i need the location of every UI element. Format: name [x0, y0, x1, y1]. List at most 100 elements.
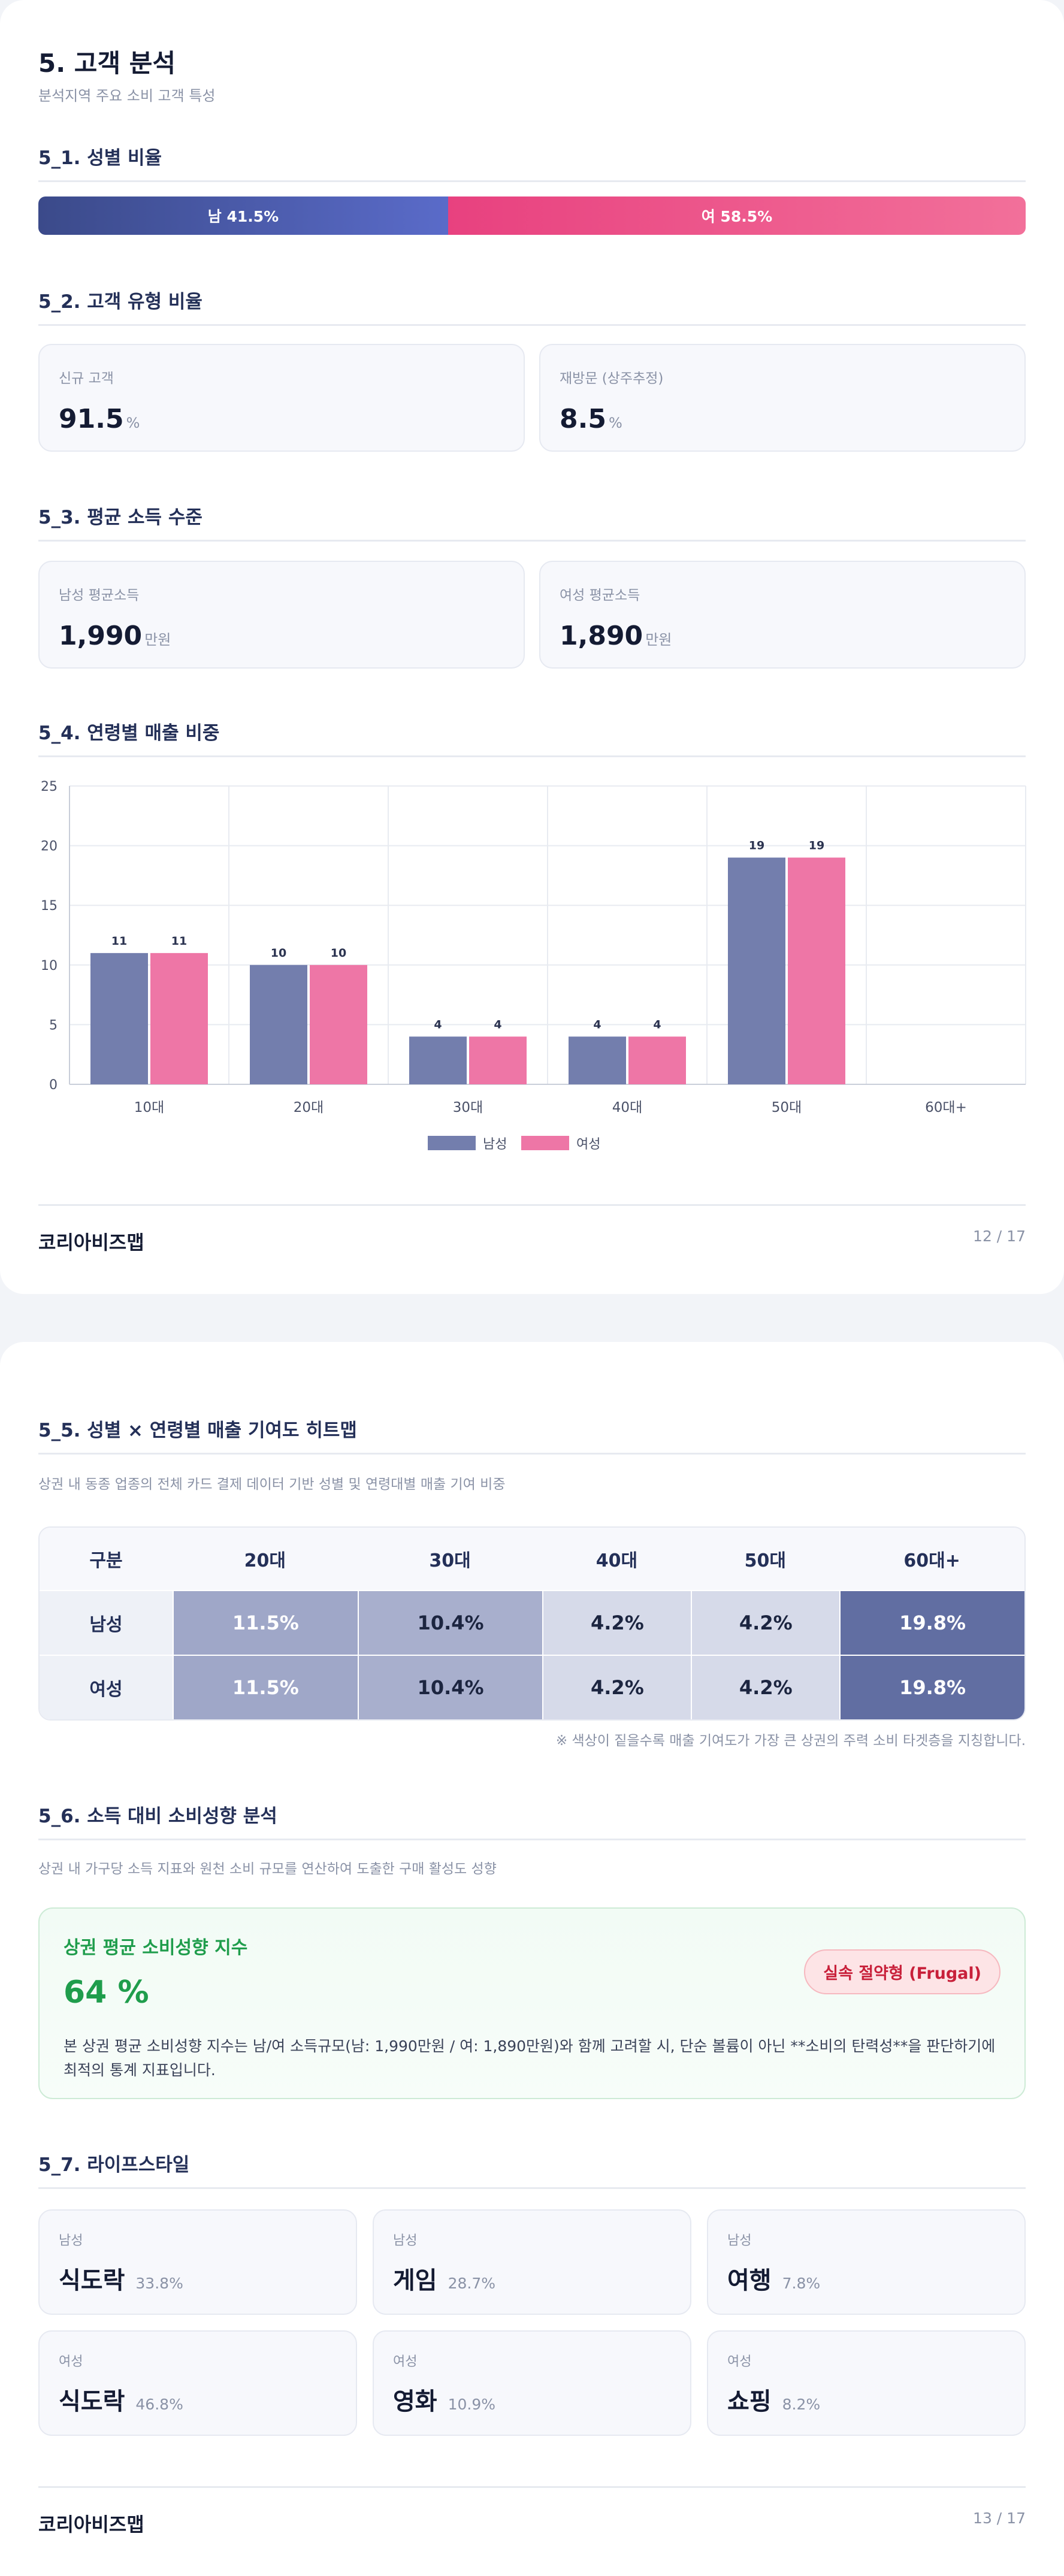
data-label: 10	[331, 947, 346, 960]
data-label: 19	[809, 839, 824, 852]
lifestyle-pct: 33.8%	[135, 2275, 183, 2292]
footer-brand: 코리아비즈맵	[38, 1231, 144, 1254]
lifestyle-pct: 7.8%	[782, 2275, 821, 2292]
bar-male	[250, 965, 307, 1084]
lifestyle-gender: 남성	[393, 2233, 418, 2248]
heatmap-header-cell: 30대	[357, 1528, 543, 1590]
bar-female	[628, 1036, 686, 1084]
bar-female	[788, 857, 845, 1084]
male-income-card: 남성 평균소득 1,990 만원	[38, 561, 525, 669]
y-tick-label: 15	[41, 899, 58, 914]
stat-unit: %	[126, 415, 140, 431]
bar-male	[569, 1036, 626, 1084]
age-chart-title: 5_4. 연령별 매출 비중	[38, 718, 1026, 757]
data-label: 11	[111, 935, 127, 948]
page-footer: 코리아비즈맵 13 / 17	[38, 2486, 1026, 2537]
gender-ratio-title: 5_1. 성별 비율	[38, 143, 1026, 182]
heatmap-cell: 4.2%	[542, 1590, 691, 1655]
heatmap-table: 구분 20대 30대 40대 50대 60대+ 남성 11.5% 10.4% 4…	[38, 1526, 1026, 1721]
y-tick-label: 20	[41, 839, 58, 854]
lifestyle-gender: 남성	[59, 2233, 83, 2248]
heatmap-note: ※ 색상이 짙을수록 매출 기여도가 가장 큰 상권의 주력 소비 타겟층을 지…	[555, 1733, 1026, 1749]
stat-label: 여성 평균소득	[560, 588, 640, 603]
heatmap-cell: 4.2%	[691, 1655, 840, 1719]
heatmap-header-row: 구분 20대 30대 40대 50대 60대+	[40, 1528, 1024, 1590]
x-tick-label: 30대	[453, 1100, 483, 1115]
spending-title: 5_6. 소득 대비 소비성향 분석	[38, 1801, 1026, 1840]
heatmap-row-female: 여성 11.5% 10.4% 4.2% 4.2% 19.8%	[40, 1655, 1024, 1719]
heatmap-cell: 11.5%	[173, 1590, 358, 1655]
lifestyle-name: 식도락	[59, 2267, 125, 2294]
report-page-12: 5. 고객 분석 분석지역 주요 소비 고객 특성 5_1. 성별 비율 남 4…	[0, 0, 1064, 1294]
stat-label: 남성 평균소득	[59, 588, 140, 603]
x-tick-label: 40대	[612, 1100, 642, 1115]
lifestyle-gender: 남성	[727, 2233, 752, 2248]
lifestyle-card: 남성 게임 28.7%	[373, 2209, 691, 2315]
data-label: 4	[593, 1018, 601, 1031]
heatmap-cell: 10.4%	[357, 1655, 543, 1719]
income-title: 5_3. 평균 소득 수준	[38, 502, 1026, 542]
bar-female	[469, 1036, 527, 1084]
heatmap-header-cell: 40대	[542, 1528, 691, 1590]
x-tick-label: 20대	[294, 1100, 324, 1115]
lifestyle-pct: 28.7%	[448, 2275, 496, 2292]
stat-unit: %	[608, 415, 622, 431]
heatmap-cell: 4.2%	[542, 1655, 691, 1719]
bar-male	[90, 953, 148, 1084]
page-footer: 코리아비즈맵 12 / 17	[38, 1204, 1026, 1255]
data-label: 4	[653, 1018, 661, 1031]
x-tick-label: 50대	[772, 1100, 802, 1115]
lifestyle-gender: 여성	[727, 2354, 752, 2369]
x-tick-label: 10대	[134, 1100, 164, 1115]
heatmap-cell: 4.2%	[691, 1590, 840, 1655]
returning-customer-card: 재방문 (상주추정) 8.5%	[539, 344, 1026, 452]
heatmap-header-cell: 50대	[691, 1528, 840, 1590]
heatmap-cell: 19.8%	[839, 1590, 1024, 1655]
heatmap-header-cell: 구분	[40, 1528, 173, 1590]
spending-card-text: 본 상권 평균 소비성향 지수는 남/여 소득규모(남: 1,990만원 / 여…	[64, 2037, 996, 2079]
legend-swatch	[521, 1136, 569, 1150]
bar-female	[310, 965, 367, 1084]
heatmap-cell: 10.4%	[357, 1590, 543, 1655]
lifestyle-pct: 46.8%	[135, 2396, 183, 2413]
female-income-card: 여성 평균소득 1,890 만원	[539, 561, 1026, 669]
lifestyle-name: 식도락	[59, 2388, 125, 2415]
heatmap-row-label: 남성	[40, 1590, 173, 1655]
stat-label: 신규 고객	[59, 371, 114, 386]
new-customer-card: 신규 고객 91.5%	[38, 344, 525, 452]
page-number: 12 / 17	[973, 1227, 1026, 1245]
heatmap-title: 5_5. 성별 × 연령별 매출 기여도 히트맵	[38, 1415, 1026, 1455]
lifestyle-gender: 여성	[393, 2354, 418, 2369]
lifestyle-card: 남성 식도락 33.8%	[38, 2209, 357, 2315]
lifestyle-card: 남성 여행 7.8%	[707, 2209, 1026, 2315]
y-tick-label: 5	[49, 1018, 58, 1033]
lifestyle-gender: 여성	[59, 2354, 83, 2369]
stat-value: 1,990 만원	[59, 621, 171, 651]
spending-card-title: 상권 평균 소비성향 지수	[64, 1937, 248, 1958]
stat-unit: 만원	[645, 631, 672, 648]
y-tick-label: 0	[49, 1078, 58, 1093]
lifestyle-title: 5_7. 라이프스타일	[38, 2149, 1026, 2189]
page-title: 5. 고객 분석	[38, 49, 176, 78]
spending-index-value: 64 %	[64, 1975, 149, 2010]
stat-value: 1,890 만원	[560, 621, 672, 651]
lifestyle-pct: 10.9%	[448, 2396, 496, 2413]
legend-swatch	[428, 1136, 476, 1150]
data-label: 4	[434, 1018, 442, 1031]
lifestyle-card: 여성 식도락 46.8%	[38, 2330, 357, 2436]
bar-male	[409, 1036, 467, 1084]
lifestyle-card: 여성 영화 10.9%	[373, 2330, 691, 2436]
lifestyle-card: 여성 쇼핑 8.2%	[707, 2330, 1026, 2436]
y-tick-label: 25	[41, 779, 58, 794]
data-label: 4	[494, 1018, 501, 1031]
bar-male	[728, 857, 785, 1084]
stat-value: 8.5%	[560, 404, 622, 434]
data-label: 10	[271, 947, 286, 960]
spending-index-card: 상권 평균 소비성향 지수 64 % 실속 절약형 (Frugal) 본 상권 …	[38, 1907, 1026, 2099]
heatmap-desc: 상권 내 동종 업종의 전체 카드 결제 데이터 기반 성별 및 연령대별 매출…	[38, 1477, 506, 1492]
stat-label: 재방문 (상주추정)	[560, 371, 664, 386]
legend-label: 여성	[576, 1137, 600, 1152]
heatmap-row-label: 여성	[40, 1655, 173, 1719]
heatmap-cell: 19.8%	[839, 1655, 1024, 1719]
age-sales-bar-chart: 0 5 10 15 20 25 11 11 10대 10 10 20대 4 4 30대 4 4 40대 19 19 50…	[41, 779, 1026, 1152]
